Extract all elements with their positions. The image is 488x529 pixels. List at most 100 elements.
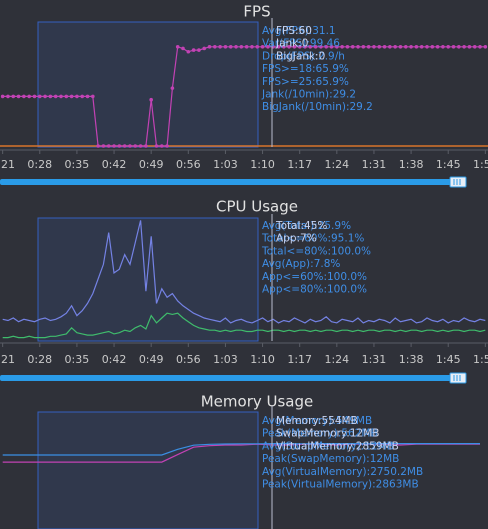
stat-label: Jank(/10min):29.2 <box>261 89 356 101</box>
point <box>202 46 207 51</box>
stat-label: Peak(VirtualMemory):2863MB <box>262 479 419 491</box>
point <box>403 45 408 49</box>
point <box>435 45 440 49</box>
stat-label: FPS>=25:65.9% <box>262 76 349 88</box>
point <box>234 45 238 49</box>
point <box>244 45 249 49</box>
point <box>287 45 291 49</box>
x-tick-label: 0:42 <box>102 353 127 366</box>
x-tick-label: 1:45 <box>436 158 461 171</box>
point <box>218 45 222 49</box>
stat-label: Total<=80%:100.0% <box>261 245 371 257</box>
point <box>414 45 419 49</box>
tooltip-label: BigJank:0 <box>276 50 325 62</box>
point <box>430 45 435 49</box>
point <box>260 45 265 49</box>
point <box>53 94 58 99</box>
point <box>75 94 79 99</box>
scroll-track[interactable] <box>0 179 456 185</box>
point <box>276 45 281 49</box>
point <box>64 94 69 99</box>
x-tick-label: 0:56 <box>176 353 201 366</box>
point <box>106 144 111 148</box>
point <box>223 45 228 49</box>
x-tick-label: 0:56 <box>176 158 201 171</box>
series-line <box>2 312 486 339</box>
x-tick-label: 1:03 <box>213 353 238 366</box>
scroll-track[interactable] <box>0 375 456 381</box>
point <box>170 86 175 90</box>
tooltip-label: Jank:0 <box>275 38 308 50</box>
x-tick-label: 0:28 <box>27 158 52 171</box>
scroll-thumb[interactable] <box>449 176 467 188</box>
tooltip-label: App:7% <box>276 233 317 245</box>
point <box>112 144 116 148</box>
point <box>451 45 456 49</box>
point <box>350 45 355 49</box>
stat-label: Avg(Memory):549MB <box>262 415 372 427</box>
point <box>11 94 16 99</box>
x-tick-label: 1:17 <box>287 353 312 366</box>
point <box>91 94 95 99</box>
chart-title: FPS <box>243 3 270 21</box>
point <box>191 48 196 52</box>
point <box>122 144 127 148</box>
stat-label: App<=60%:100.0% <box>262 271 367 283</box>
point <box>48 94 53 99</box>
point <box>207 45 212 49</box>
point <box>213 45 217 49</box>
x-tick-label: 1:31 <box>362 353 387 366</box>
point <box>297 45 302 49</box>
point <box>340 45 344 49</box>
point <box>462 45 466 49</box>
point <box>388 45 392 49</box>
point <box>154 144 159 148</box>
point <box>85 94 90 99</box>
point <box>101 144 106 148</box>
x-tick-label: 1:24 <box>324 158 349 171</box>
point <box>419 45 424 49</box>
point <box>303 45 307 49</box>
point <box>250 45 254 49</box>
point <box>149 97 153 102</box>
point <box>425 45 429 49</box>
x-tick-label: 0:49 <box>139 353 164 366</box>
point <box>6 94 10 99</box>
stat-label: Drop(FPS):2.9/h <box>262 50 345 62</box>
x-tick-label: 1:52 <box>473 353 488 366</box>
point <box>446 45 451 49</box>
x-tick-label: 1:10 <box>250 353 275 366</box>
tooltip-label: SwapMemory:12MB <box>276 428 379 440</box>
point <box>22 94 26 99</box>
point <box>324 45 329 49</box>
point <box>319 45 323 49</box>
point <box>32 94 37 99</box>
x-tick-label: 1:10 <box>250 158 275 171</box>
point <box>313 45 318 49</box>
series-line <box>2 443 480 463</box>
point <box>441 45 445 49</box>
point <box>292 45 297 49</box>
point <box>361 45 366 49</box>
point <box>181 46 185 51</box>
series-line <box>2 443 480 456</box>
point <box>133 144 138 148</box>
point <box>409 45 413 49</box>
point <box>59 94 63 99</box>
point <box>228 45 233 49</box>
point <box>382 45 387 49</box>
x-tick-label: 1:24 <box>324 353 349 366</box>
series-line <box>2 220 486 324</box>
stat-label: FPS>=18:65.9% <box>262 63 349 75</box>
stat-label: App<=80%:100.0% <box>262 284 367 296</box>
selection-box[interactable] <box>37 411 259 529</box>
point <box>239 45 244 49</box>
x-tick-label: 0:28 <box>27 353 52 366</box>
point <box>457 45 461 49</box>
x-tick-label: 1:03 <box>213 158 238 171</box>
point <box>472 45 477 49</box>
point <box>16 94 21 99</box>
point <box>138 144 143 148</box>
scroll-thumb[interactable] <box>449 372 467 384</box>
